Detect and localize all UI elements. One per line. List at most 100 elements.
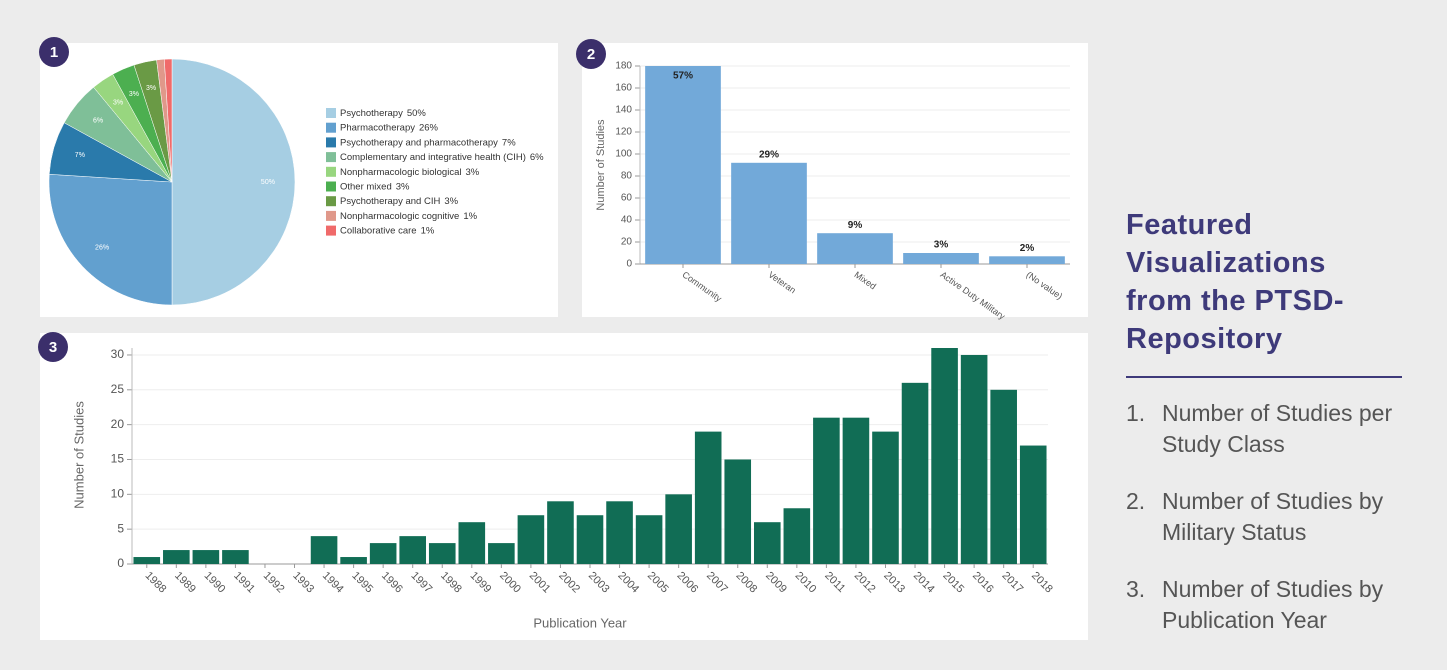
legend-label: Psychotherapy 50% <box>340 108 426 119</box>
bar <box>547 501 574 564</box>
legend-name: Psychotherapy <box>340 108 403 119</box>
legend-name: Psychotherapy and CIH <box>340 196 440 207</box>
legend-label: Psychotherapy and CIH 3% <box>340 196 459 207</box>
bar <box>817 233 893 264</box>
y-axis-label: Number of Studies <box>71 401 86 509</box>
legend-label: Collaborative care 1% <box>340 225 435 236</box>
item-number: 1. <box>1126 400 1146 426</box>
y-tick-label: 160 <box>615 83 632 94</box>
legend-swatch <box>326 152 336 163</box>
charts: 50%Psychotherapy 50%26%Pharmacotherapy 26%… <box>38 37 1088 640</box>
slice-label: 26% <box>95 245 109 252</box>
item-number: 2. <box>1126 488 1146 514</box>
slice-label: 3% <box>146 85 156 92</box>
bar <box>428 543 456 564</box>
legend-name: Complementary and integrative health (CI… <box>340 152 526 163</box>
legend-name: Psychotherapy and pharmacotherapy <box>340 137 498 148</box>
sidebar-title: Featured Visualizations from the PTSD-Re… <box>1126 209 1345 355</box>
legend-value: 1% <box>463 210 477 221</box>
y-tick-label: 40 <box>621 215 633 226</box>
bar <box>872 431 899 564</box>
bar <box>458 522 486 564</box>
list-item: 2. Number of Studies by Military Status <box>1126 486 1416 548</box>
y-axis-label: Number of Studies <box>595 119 607 211</box>
y-tick-label: 15 <box>111 452 125 466</box>
bar <box>1019 445 1047 564</box>
item-text: Number of Studies by Publication Year <box>1162 576 1384 633</box>
y-tick-label: 10 <box>111 486 125 500</box>
y-tick-label: 0 <box>117 556 124 570</box>
legend-value: 3% <box>465 166 479 177</box>
item-text: Number of Studies per Study Class <box>1162 400 1393 457</box>
legend-label: Other mixed 3% <box>340 181 410 192</box>
sidebar: Featured Visualizations from the PTSD-Re… <box>1126 206 1416 662</box>
list-item: 1. Number of Studies per Study Class <box>1126 398 1416 460</box>
pie-slice <box>164 58 173 183</box>
badge <box>38 332 68 362</box>
legend-value: 6% <box>530 152 544 163</box>
data-label: 3% <box>934 240 949 251</box>
slice-label: 3% <box>129 91 139 98</box>
badge <box>576 39 606 69</box>
legend-value: 7% <box>502 137 516 148</box>
y-tick-label: 0 <box>626 259 632 270</box>
panel <box>40 333 1088 640</box>
bar <box>163 550 190 564</box>
legend-swatch <box>326 137 336 148</box>
legend-swatch <box>326 122 336 133</box>
y-tick-label: 60 <box>621 193 633 204</box>
item-text: Number of Studies by Military Status <box>1162 488 1384 545</box>
data-label: 2% <box>1020 243 1035 254</box>
bar <box>990 389 1017 564</box>
slice-label: 50% <box>261 179 275 186</box>
pie-slice <box>171 58 296 306</box>
y-tick-label: 5 <box>117 521 124 535</box>
bar <box>724 459 752 564</box>
bar <box>931 348 958 564</box>
legend-value: 1% <box>421 225 435 236</box>
slice-label: 6% <box>93 118 103 125</box>
badge-number: 2 <box>587 46 595 63</box>
bar <box>842 417 870 564</box>
bar <box>606 501 633 564</box>
divider <box>1126 376 1402 378</box>
y-tick-label: 20 <box>111 417 125 431</box>
bar <box>753 522 781 564</box>
legend-swatch <box>326 166 336 177</box>
list-item: 3. Number of Studies by Publication Year <box>1126 574 1416 636</box>
legend-label: Nonpharmacologic cognitive 1% <box>340 210 478 221</box>
legend-name: Pharmacotherapy <box>340 122 415 133</box>
bar <box>960 354 988 564</box>
bar <box>731 162 807 264</box>
y-tick-label: 180 <box>615 61 632 72</box>
data-label: 57% <box>673 71 693 82</box>
x-axis-label: Publication Year <box>533 615 627 630</box>
badge-number: 1 <box>50 44 58 61</box>
slice-label: 7% <box>75 152 85 159</box>
bar <box>340 557 367 564</box>
legend-label: Psychotherapy and pharmacotherapy 7% <box>340 137 516 148</box>
legend-name: Nonpharmacologic cognitive <box>340 210 459 221</box>
bar <box>694 431 722 564</box>
legend-swatch <box>326 225 336 236</box>
legend-swatch <box>326 196 336 207</box>
legend-label: Pharmacotherapy 26% <box>340 122 439 133</box>
bar <box>133 557 161 564</box>
bar <box>813 417 840 564</box>
y-tick-label: 25 <box>111 382 125 396</box>
bar <box>783 508 811 564</box>
bar <box>665 494 692 564</box>
legend-name: Nonpharmacologic biological <box>340 166 461 177</box>
legend-label: Complementary and integrative health (CI… <box>340 152 544 163</box>
legend-value: 50% <box>407 108 427 119</box>
badge <box>39 37 69 67</box>
bar <box>901 382 929 564</box>
bar <box>576 515 604 564</box>
y-tick-label: 100 <box>615 149 632 160</box>
legend-value: 26% <box>419 122 439 133</box>
bar <box>310 536 338 564</box>
legend-value: 3% <box>396 181 410 192</box>
legend-value: 3% <box>444 196 458 207</box>
bar <box>488 543 515 564</box>
